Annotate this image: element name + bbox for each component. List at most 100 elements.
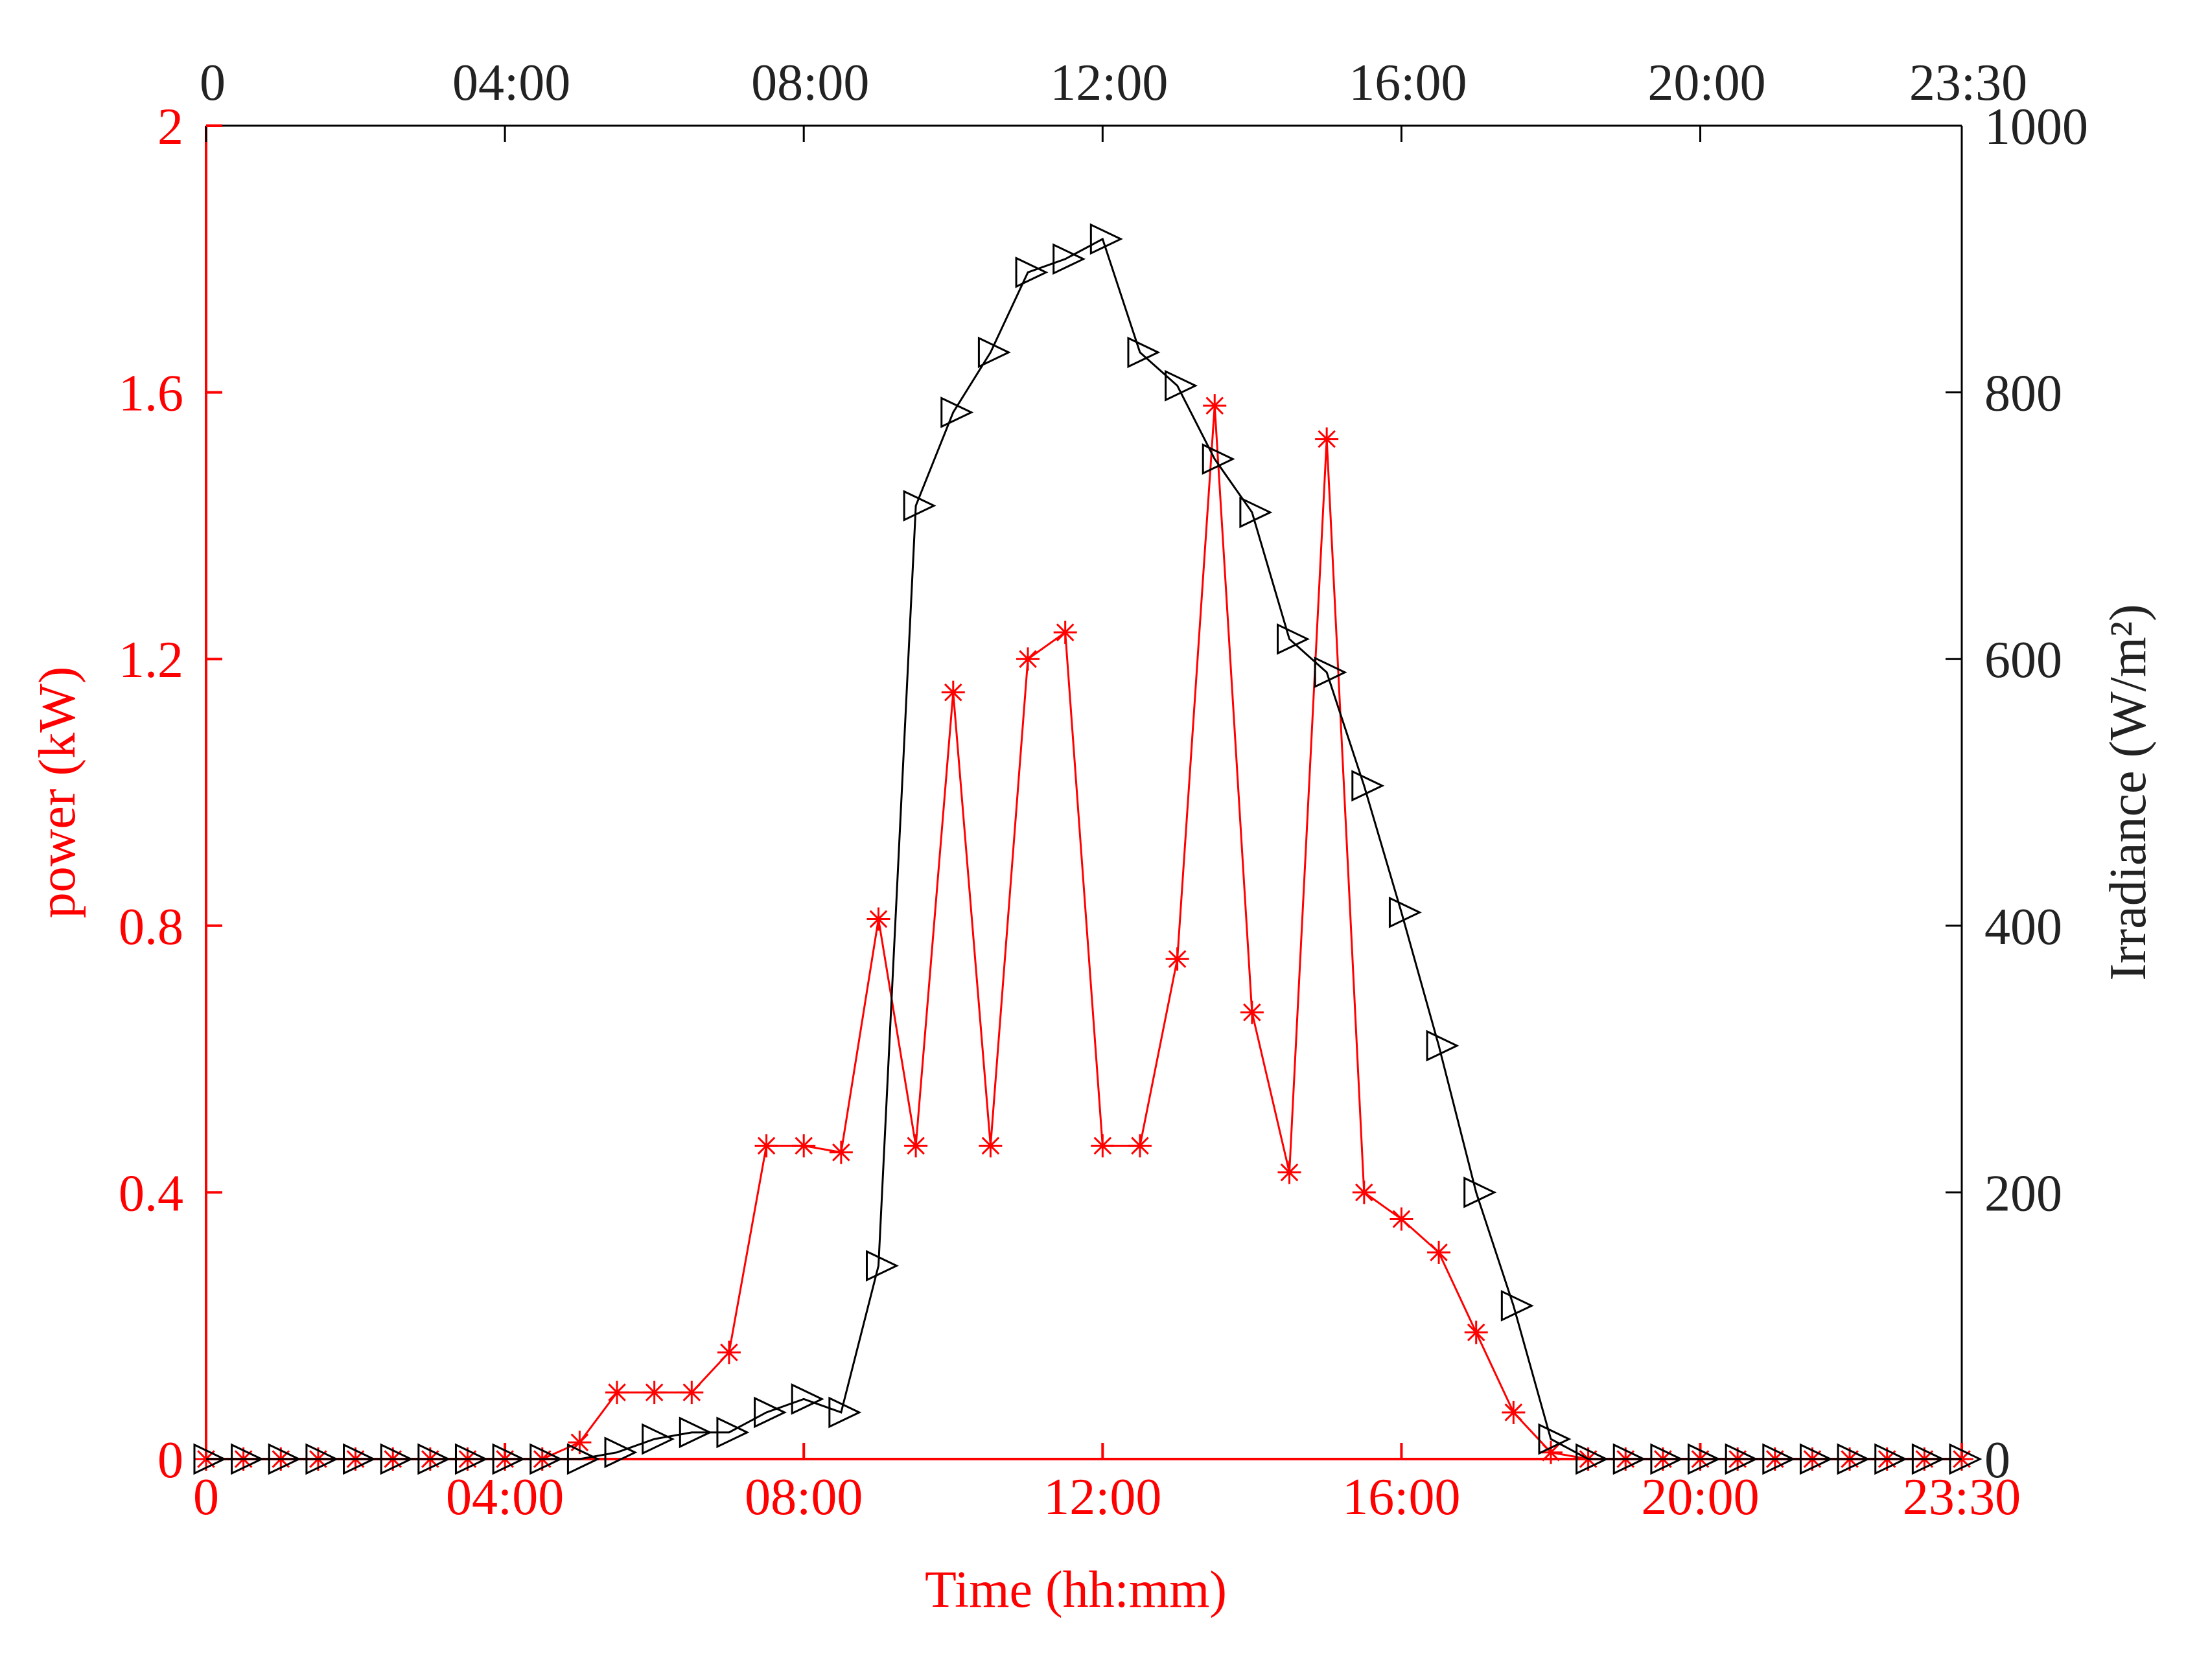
triangle-marker bbox=[1426, 1030, 1459, 1062]
triangle-marker bbox=[1277, 623, 1310, 655]
triangle-marker bbox=[193, 1443, 227, 1475]
triangle-marker bbox=[791, 1383, 824, 1415]
triangle-marker bbox=[1725, 1443, 1758, 1475]
asterisk-marker bbox=[1539, 1440, 1563, 1464]
asterisk-marker bbox=[717, 1341, 741, 1364]
y2-axis-label: Irradiance (W/m²) bbox=[2100, 604, 2157, 980]
y-tick-label: 2 bbox=[157, 98, 183, 155]
triangle-marker bbox=[1949, 1443, 1983, 1475]
x-tick-label: 23:30 bbox=[1903, 1469, 2021, 1526]
triangle-marker bbox=[1874, 1443, 1908, 1475]
top-x-tick-label: 23:30 bbox=[1909, 54, 2027, 111]
x-tick-label: 0 bbox=[193, 1469, 219, 1526]
triangle-marker bbox=[754, 1396, 787, 1429]
triangle-marker bbox=[1463, 1177, 1497, 1208]
series-line bbox=[206, 406, 1962, 1460]
triangle-marker bbox=[1052, 243, 1086, 275]
asterisk-marker bbox=[1390, 1207, 1413, 1231]
asterisk-marker bbox=[1502, 1400, 1526, 1424]
triangle-marker bbox=[903, 490, 936, 522]
series-line bbox=[206, 237, 1962, 1460]
triangle-marker bbox=[1688, 1443, 1721, 1475]
triangle-marker bbox=[1500, 1289, 1534, 1322]
asterisk-marker bbox=[1128, 1134, 1152, 1158]
triangle-marker bbox=[642, 1423, 675, 1455]
triangle-marker bbox=[828, 1396, 862, 1429]
triangle-marker bbox=[1911, 1443, 1945, 1475]
asterisk-marker bbox=[642, 1381, 666, 1405]
asterisk-marker bbox=[979, 1134, 1003, 1158]
triangle-marker bbox=[1314, 656, 1347, 689]
triangle-marker bbox=[1089, 223, 1123, 255]
x-tick-label: 12:00 bbox=[1043, 1469, 1161, 1526]
y2-tick-label: 0 bbox=[1984, 1432, 2010, 1489]
y2-tick-label: 800 bbox=[1984, 365, 2062, 422]
triangle-marker bbox=[305, 1443, 339, 1475]
triangle-marker bbox=[1015, 256, 1049, 288]
top-x-tick-label: 16:00 bbox=[1349, 54, 1467, 111]
triangle-marker bbox=[268, 1443, 301, 1475]
asterisk-marker bbox=[680, 1381, 704, 1405]
asterisk-marker bbox=[792, 1134, 816, 1158]
x-tick-label: 20:00 bbox=[1641, 1469, 1759, 1526]
triangle-marker bbox=[492, 1443, 526, 1475]
y2-tick-label: 400 bbox=[1984, 899, 2062, 956]
x-tick-label: 08:00 bbox=[745, 1469, 863, 1526]
y2-tick-label: 1000 bbox=[1984, 98, 2088, 155]
triangle-marker bbox=[1127, 336, 1161, 369]
top-x-tick-label: 20:00 bbox=[1647, 54, 1765, 111]
y2-tick-label: 600 bbox=[1984, 632, 2062, 689]
asterisk-marker bbox=[1203, 394, 1227, 418]
triangle-marker bbox=[1538, 1423, 1572, 1455]
triangle-marker bbox=[231, 1443, 264, 1475]
y-tick-label: 0.8 bbox=[119, 899, 183, 956]
asterisk-marker bbox=[1315, 427, 1339, 451]
asterisk-marker bbox=[904, 1134, 928, 1158]
triangle-marker bbox=[1202, 443, 1235, 475]
triangle-marker bbox=[1650, 1443, 1684, 1475]
asterisk-marker bbox=[1016, 647, 1040, 671]
triangle-marker bbox=[1612, 1443, 1646, 1475]
triangle-marker bbox=[940, 397, 974, 428]
triangle-marker bbox=[1165, 369, 1198, 402]
top-x-tick-label: 04:00 bbox=[452, 54, 570, 111]
asterisk-marker bbox=[1091, 1134, 1115, 1158]
asterisk-marker bbox=[829, 1140, 853, 1164]
triangle-marker bbox=[679, 1416, 712, 1449]
triangle-marker bbox=[977, 336, 1011, 369]
x-tick-label: 04:00 bbox=[446, 1469, 564, 1526]
y-axis-label: power (kW) bbox=[29, 667, 86, 919]
triangle-marker bbox=[1799, 1443, 1833, 1475]
asterisk-marker bbox=[866, 907, 890, 931]
triangle-marker bbox=[417, 1443, 451, 1475]
asterisk-marker bbox=[568, 1431, 592, 1455]
asterisk-marker bbox=[754, 1134, 778, 1158]
triangle-marker bbox=[1388, 896, 1422, 928]
y-tick-label: 0.4 bbox=[119, 1165, 183, 1222]
asterisk-marker bbox=[1240, 1000, 1264, 1024]
asterisk-marker bbox=[1165, 947, 1189, 971]
triangle-marker bbox=[865, 1250, 899, 1282]
triangle-marker bbox=[716, 1416, 750, 1449]
asterisk-marker bbox=[1277, 1160, 1301, 1184]
triangle-marker bbox=[529, 1443, 563, 1475]
triangle-marker bbox=[1351, 770, 1385, 802]
triangle-marker bbox=[1576, 1443, 1609, 1475]
triangle-marker bbox=[566, 1443, 600, 1475]
triangle-marker bbox=[380, 1443, 413, 1475]
top-x-tick-label: 12:00 bbox=[1050, 54, 1168, 111]
asterisk-marker bbox=[1464, 1320, 1488, 1344]
y2-tick-label: 200 bbox=[1984, 1165, 2062, 1222]
triangle-marker bbox=[454, 1443, 488, 1475]
x-axis-label: Time (hh:mm) bbox=[925, 1561, 1227, 1618]
asterisk-marker bbox=[605, 1381, 629, 1405]
triangle-marker bbox=[604, 1436, 638, 1469]
y-tick-label: 0 bbox=[157, 1432, 183, 1489]
y-tick-label: 1.2 bbox=[119, 632, 183, 689]
triangle-marker bbox=[1762, 1443, 1796, 1475]
triangle-marker bbox=[1239, 496, 1273, 529]
x-tick-label: 16:00 bbox=[1342, 1469, 1460, 1526]
asterisk-marker bbox=[1427, 1241, 1451, 1265]
triangle-marker bbox=[1837, 1443, 1870, 1475]
